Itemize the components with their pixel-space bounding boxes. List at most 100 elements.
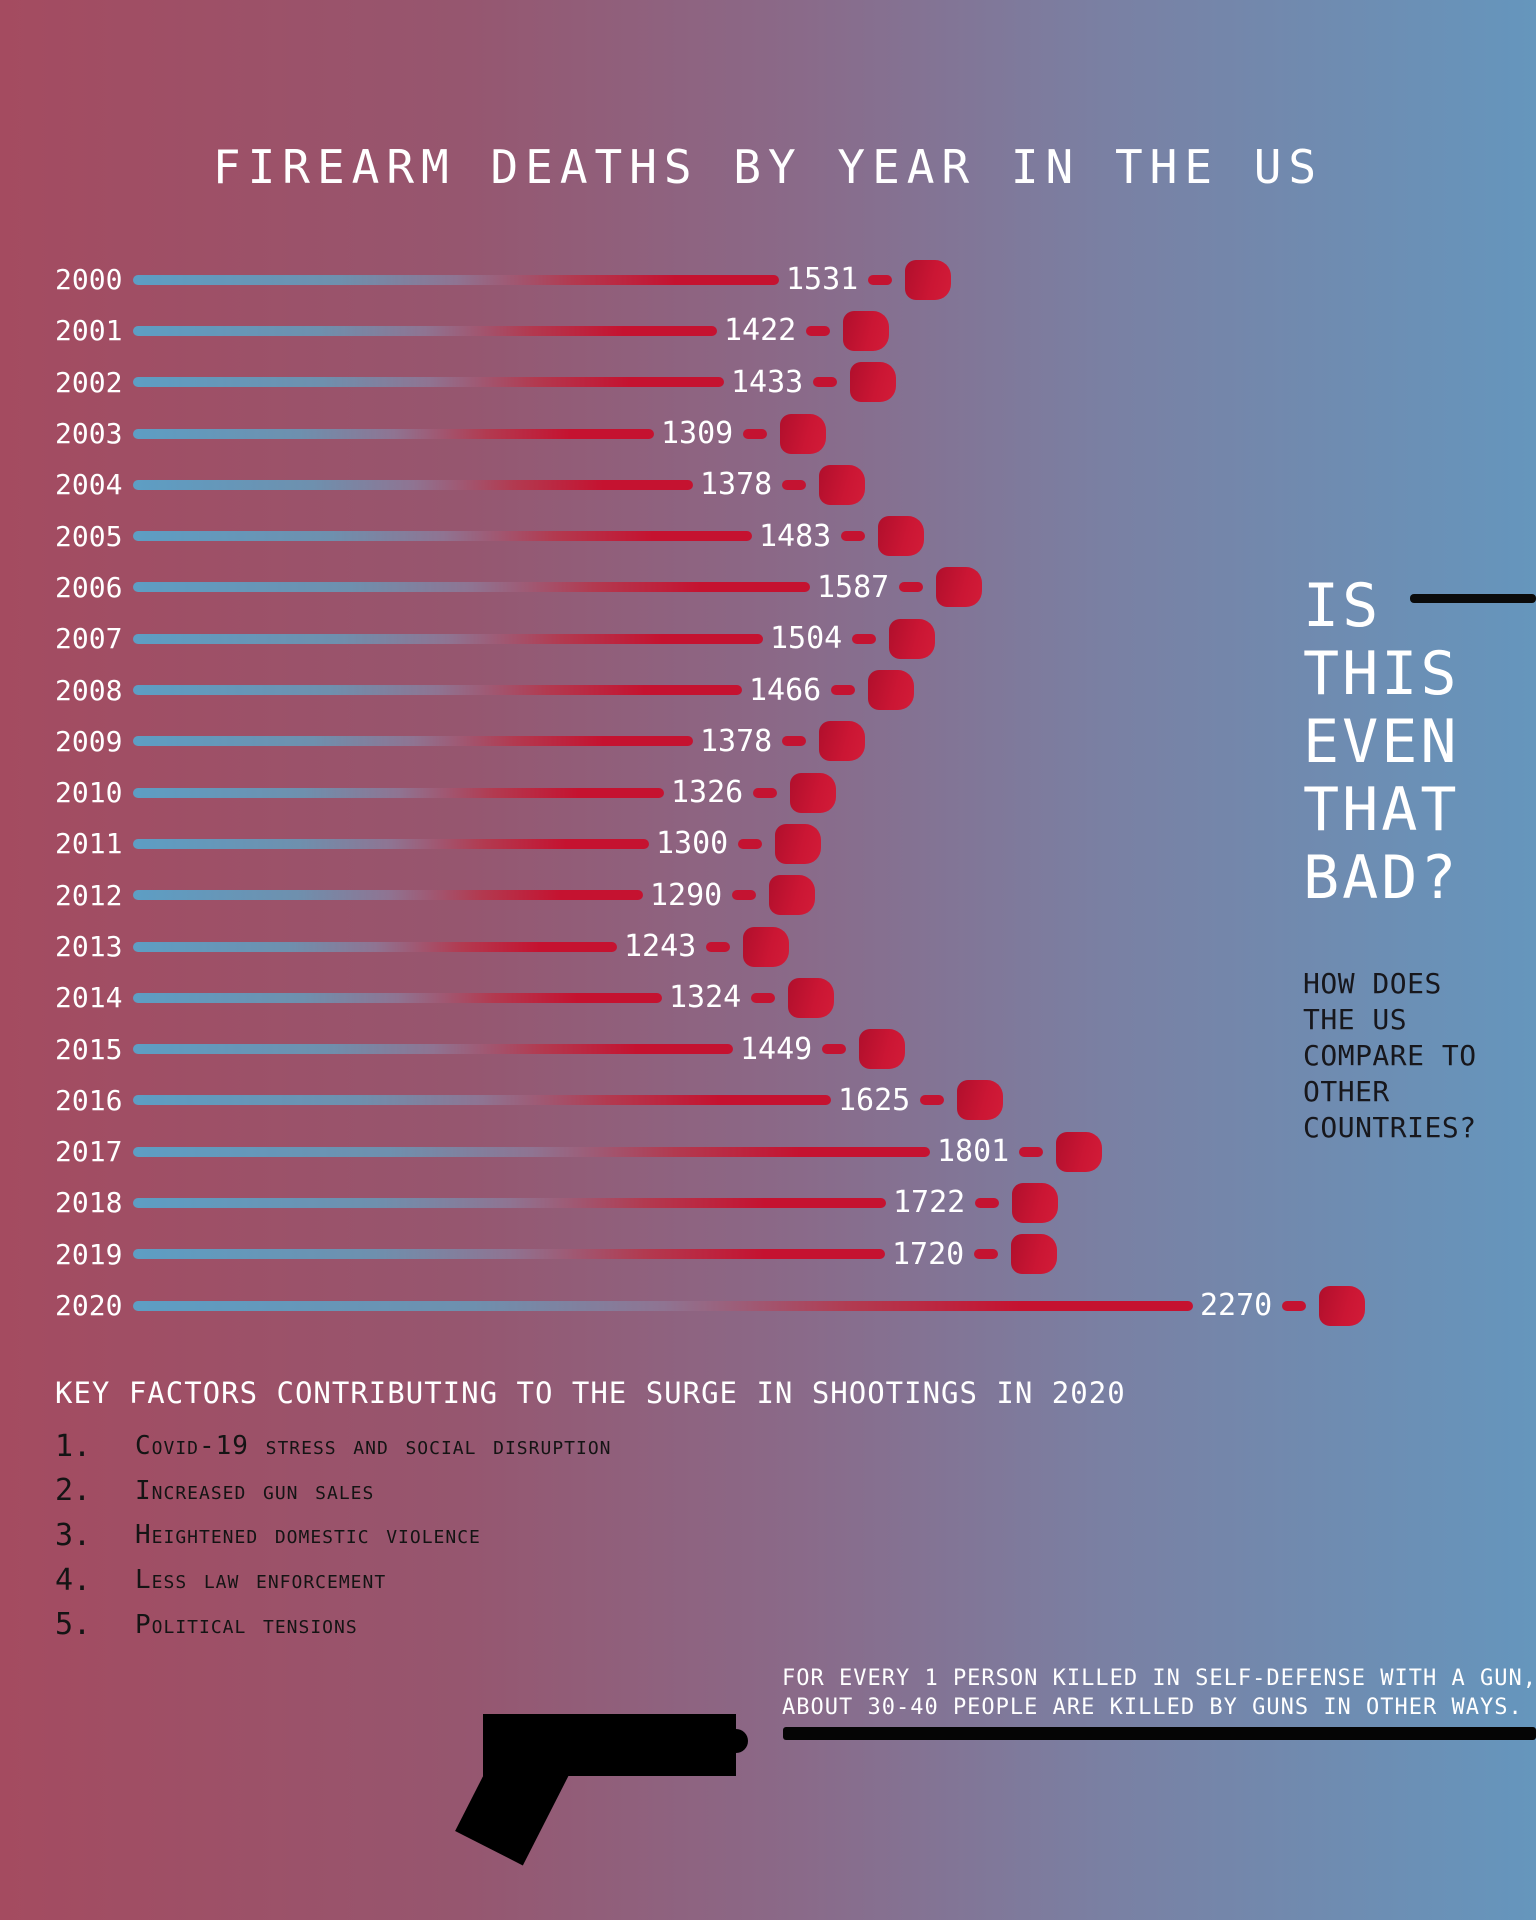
chart-row: 2001 1422 [55,305,1365,356]
chart-row: 2007 1504 [55,613,1365,664]
list-item: 3. Heightened domestic violence [55,1513,612,1558]
bullet-icon [1012,1182,1059,1223]
chart-row: 2002 1433 [55,357,1365,408]
value-label: 1720 [892,1236,965,1272]
deaths-bar [133,1300,1193,1311]
year-label: 2009 [55,724,123,758]
list-item-number: 5. [55,1607,92,1643]
chart-row: 2006 1587 [55,562,1365,613]
value-label: 1722 [893,1185,966,1221]
headline-line: IS [1303,571,1382,641]
value-label: 1433 [731,364,804,400]
bar-dash [975,1197,1000,1208]
deaths-bar [133,274,779,285]
bar-dash [841,531,866,542]
value-label: 1504 [770,621,843,657]
headline-line: BAD? [1303,843,1460,913]
page-title: FIREARM DEATHS BY YEAR IN THE US [212,140,1324,194]
chart-row: 2000 1531 [55,254,1365,305]
chart-row: 2010 1326 [55,767,1365,818]
bullet-icon [957,1080,1004,1121]
footnote-line: ABOUT 30-40 PEOPLE ARE KILLED BY GUNS IN… [782,1695,1523,1720]
deaths-bar [133,685,742,696]
bar-dash [751,992,776,1003]
handgun-icon [483,1714,736,1776]
value-label: 1483 [759,518,832,554]
value-label: 1378 [700,723,773,759]
deaths-bar [133,1249,885,1260]
deaths-bar [133,633,763,644]
bullet-icon [780,413,827,454]
bullet-icon [743,926,790,967]
deaths-bar [133,1044,733,1055]
compare-line: OTHER [1303,1075,1390,1108]
key-factors-list: 1. Covid-19 stress and social disruption… [55,1424,612,1647]
bullet-icon [905,259,952,300]
headline-question: IS THIS EVEN THAT BAD? [1303,572,1460,912]
chart-row: 2013 1243 [55,921,1365,972]
bullet-icon [859,1029,906,1070]
list-item-number: 1. [55,1428,92,1464]
deaths-bar [133,531,752,542]
value-label: 1449 [740,1031,813,1067]
list-item-number: 4. [55,1562,92,1598]
bar-dash [1282,1300,1307,1311]
list-item-text: Less law enforcement [135,1565,387,1596]
deaths-bar [133,325,717,336]
bullet-icon [850,362,897,403]
bar-dash [852,633,877,644]
list-item-text: Political tensions [135,1609,358,1640]
value-label: 1309 [661,416,734,452]
year-label: 2010 [55,776,123,810]
year-label: 2004 [55,468,123,502]
self-defense-footnote: FOR EVERY 1 PERSON KILLED IN SELF-DEFENS… [782,1664,1536,1722]
list-item-number: 2. [55,1473,92,1509]
value-label: 1326 [671,775,744,811]
bullet-icon [1011,1234,1058,1275]
list-item: 2. Increased gun sales [55,1469,612,1514]
bullet-icon [936,567,983,608]
bullet-icon [843,310,890,351]
chart-row: 2019 1720 [55,1229,1365,1280]
chart-row: 2018 1722 [55,1177,1365,1228]
list-item: 5. Political tensions [55,1602,612,1647]
deaths-bar [133,787,664,798]
bullet-icon [819,464,866,505]
key-factors-heading: KEY FACTORS CONTRIBUTING TO THE SURGE IN… [55,1376,1126,1410]
year-label: 2017 [55,1135,123,1169]
bar-dash [831,685,856,696]
deaths-bar [133,941,617,952]
deaths-bar [133,992,662,1003]
value-label: 1625 [838,1082,911,1118]
list-item-number: 3. [55,1517,92,1553]
deaths-bar [133,582,810,593]
value-label: 1243 [624,929,697,964]
chart-row: 2009 1378 [55,716,1365,767]
headline-line: EVEN [1303,707,1460,777]
footnote-rule [783,1727,1536,1740]
deaths-bar [133,838,649,849]
compare-line: COMPARE TO [1303,1039,1477,1072]
year-label: 2007 [55,622,123,656]
value-label: 2270 [1200,1288,1273,1324]
deaths-bar [133,377,724,388]
year-label: 2020 [55,1289,123,1323]
bullet-icon [889,618,936,659]
value-label: 1300 [656,826,729,862]
year-label: 2000 [55,263,123,297]
deaths-bar [133,479,693,490]
year-label: 2019 [55,1237,123,1271]
chart-row: 2005 1483 [55,510,1365,561]
compare-line: COUNTRIES? [1303,1111,1477,1144]
year-label: 2001 [55,314,123,348]
chart-row: 2011 1300 [55,818,1365,869]
year-label: 2014 [55,981,123,1015]
bar-dash [822,1044,847,1055]
headline-rule [1410,594,1536,603]
chart-rows: 2000 1531 2001 1422 2002 1433 2003 1309 2004 1378… [55,254,1366,1331]
bullet-icon [1056,1131,1103,1172]
deaths-bar [133,428,654,439]
chart-row: 2003 1309 [55,408,1365,459]
bar-dash [732,890,757,901]
bar-dash [782,479,807,490]
